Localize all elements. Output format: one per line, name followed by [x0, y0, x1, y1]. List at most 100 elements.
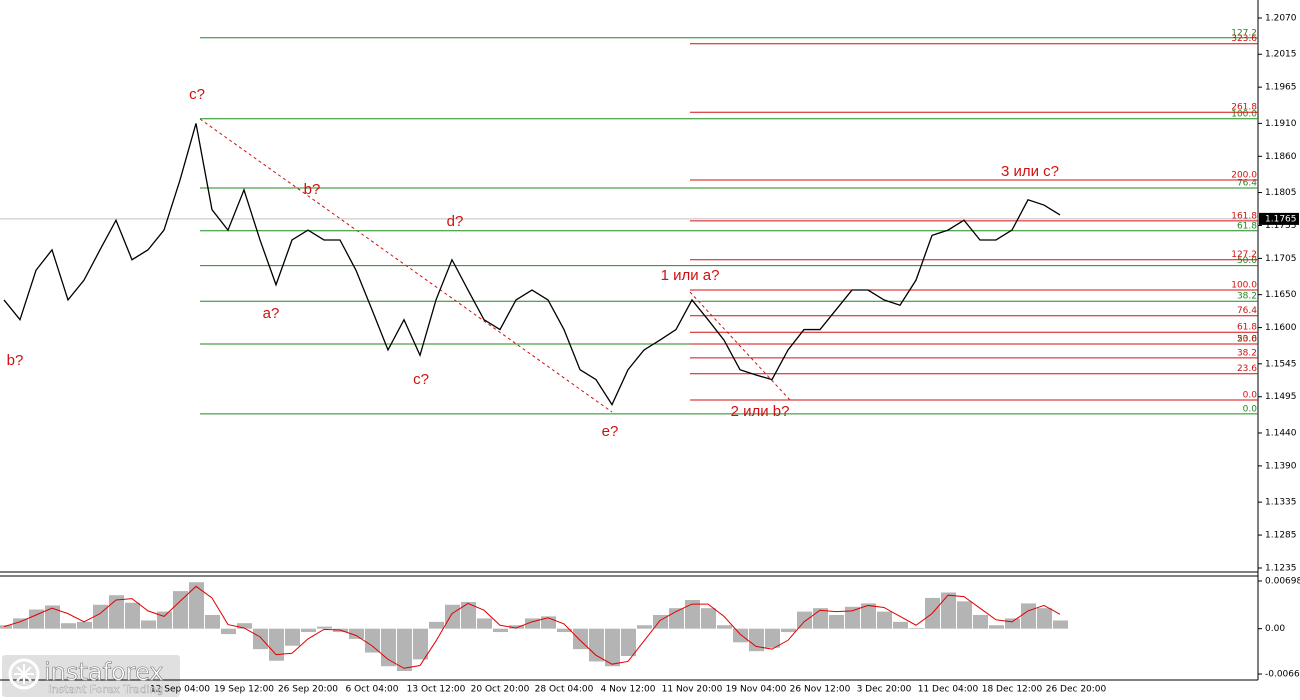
osc-bar — [461, 602, 476, 629]
osc-bar — [173, 591, 188, 629]
osc-bar — [717, 625, 732, 629]
osc-bar — [493, 628, 508, 633]
y-tick-label: 1.1805 — [1265, 188, 1297, 198]
osc-bar — [797, 611, 812, 629]
fib-label: 76.4 — [1237, 178, 1257, 188]
x-tick-label: 3 Dec 20:00 — [857, 685, 912, 695]
fib-label: 127.2 — [1231, 250, 1257, 260]
y-tick-label: 1.1965 — [1265, 83, 1297, 93]
osc-bar — [189, 582, 204, 629]
osc-bar — [941, 592, 956, 629]
x-tick-label: 6 Oct 04:00 — [346, 685, 399, 695]
wave-label: a? — [263, 305, 280, 322]
fib-label: 50.0 — [1237, 335, 1257, 345]
y-tick-label: 1.1650 — [1265, 290, 1297, 300]
osc-bar — [237, 623, 252, 629]
osc-bar — [909, 627, 924, 629]
osc-bar — [589, 628, 604, 662]
fib-label: 100.0 — [1231, 281, 1257, 291]
osc-bar — [109, 595, 124, 629]
osc-bar — [413, 628, 428, 660]
osc-bar — [637, 625, 652, 629]
y-tick-label: 1.1495 — [1265, 392, 1297, 402]
osc-bar — [0, 625, 12, 629]
osc-bar — [957, 601, 972, 629]
y-tick-label: 1.1235 — [1265, 564, 1297, 574]
wave-label: c? — [413, 371, 429, 388]
osc-bar — [397, 628, 412, 671]
fib-label: 200.0 — [1231, 171, 1257, 181]
x-tick-label: 26 Nov 12:00 — [790, 685, 851, 695]
fib-label: 161.8 — [1231, 211, 1257, 221]
last-price-box — [1259, 212, 1299, 225]
osc-bar — [381, 628, 396, 667]
osc-bar — [861, 603, 876, 629]
x-tick-label: 28 Oct 04:00 — [535, 685, 594, 695]
osc-bar — [877, 611, 892, 629]
logo-icon — [8, 658, 40, 690]
x-tick-label: 13 Oct 12:00 — [407, 685, 466, 695]
fib-label: 127.2 — [1231, 28, 1257, 38]
fib-label: 100.0 — [1231, 109, 1257, 119]
logo: instaforex Instant Forex Trading — [2, 655, 180, 697]
osc-bar — [45, 605, 60, 629]
wave-label: e? — [602, 423, 619, 440]
y-tick-label: 1.2070 — [1265, 14, 1297, 24]
osc-bar — [1005, 618, 1020, 629]
y-tick-label: 1.1335 — [1265, 498, 1297, 508]
osc-bar — [13, 618, 28, 629]
osc-bar — [349, 628, 364, 639]
osc-bar — [125, 602, 140, 629]
trend-line — [689, 291, 791, 401]
y-tick-label: 1.1440 — [1265, 428, 1297, 438]
osc-bar — [477, 618, 492, 629]
osc-bar — [1021, 603, 1036, 629]
osc-bar — [221, 628, 236, 635]
fib-label: 61.8 — [1237, 323, 1257, 333]
x-tick-label: 11 Dec 04:00 — [918, 685, 979, 695]
osc-bar — [813, 608, 828, 629]
osc-bar — [845, 606, 860, 629]
fib-label: 61.8 — [1237, 221, 1257, 231]
osc-bar — [749, 628, 764, 652]
y-tick-label: 1.2015 — [1265, 50, 1297, 60]
osc-bar — [1053, 620, 1068, 629]
osc-bar — [157, 611, 172, 629]
y-tick-label: 1.1600 — [1265, 323, 1297, 333]
osc-y-tick-label: 0.00 — [1265, 624, 1285, 634]
x-tick-label: 20 Oct 20:00 — [471, 685, 530, 695]
osc-bar — [557, 628, 572, 633]
wave-label: b? — [7, 352, 24, 369]
y-tick-label: 1.1545 — [1265, 359, 1297, 369]
osc-bar — [621, 628, 636, 656]
fib-label: 0.0 — [1243, 391, 1258, 401]
fib-label: 23.6 — [1237, 335, 1257, 345]
osc-bar — [733, 628, 748, 643]
price-line — [3, 123, 1061, 407]
x-tick-label: 26 Dec 20:00 — [1046, 685, 1107, 695]
osc-y-tick-label: -0.00664 — [1265, 670, 1300, 680]
osc-bar — [301, 628, 316, 633]
fib-label: 0.0 — [1243, 404, 1258, 414]
osc-bar — [509, 625, 524, 629]
osc-y-tick-label: 0.00698 — [1265, 577, 1300, 587]
y-tick-label: 1.1705 — [1265, 254, 1297, 264]
fib-label: 261.8 — [1231, 103, 1257, 113]
watermark: instaforex — [44, 658, 164, 686]
osc-bar — [365, 628, 380, 653]
osc-bar — [253, 628, 268, 650]
osc-bar — [205, 615, 220, 629]
logo-backdrop — [2, 655, 180, 697]
y-tick-label: 1.1285 — [1265, 531, 1297, 541]
fib-label: 23.6 — [1237, 364, 1257, 374]
wave-label: d? — [447, 213, 464, 230]
osc-bar — [781, 628, 796, 633]
fib-label: 323.6 — [1231, 34, 1257, 44]
osc-bar — [701, 608, 716, 629]
osc-bar — [829, 615, 844, 629]
x-tick-label: 4 Nov 12:00 — [601, 685, 656, 695]
logo-icon — [14, 664, 34, 684]
wave-label: 2 или b? — [731, 403, 790, 420]
